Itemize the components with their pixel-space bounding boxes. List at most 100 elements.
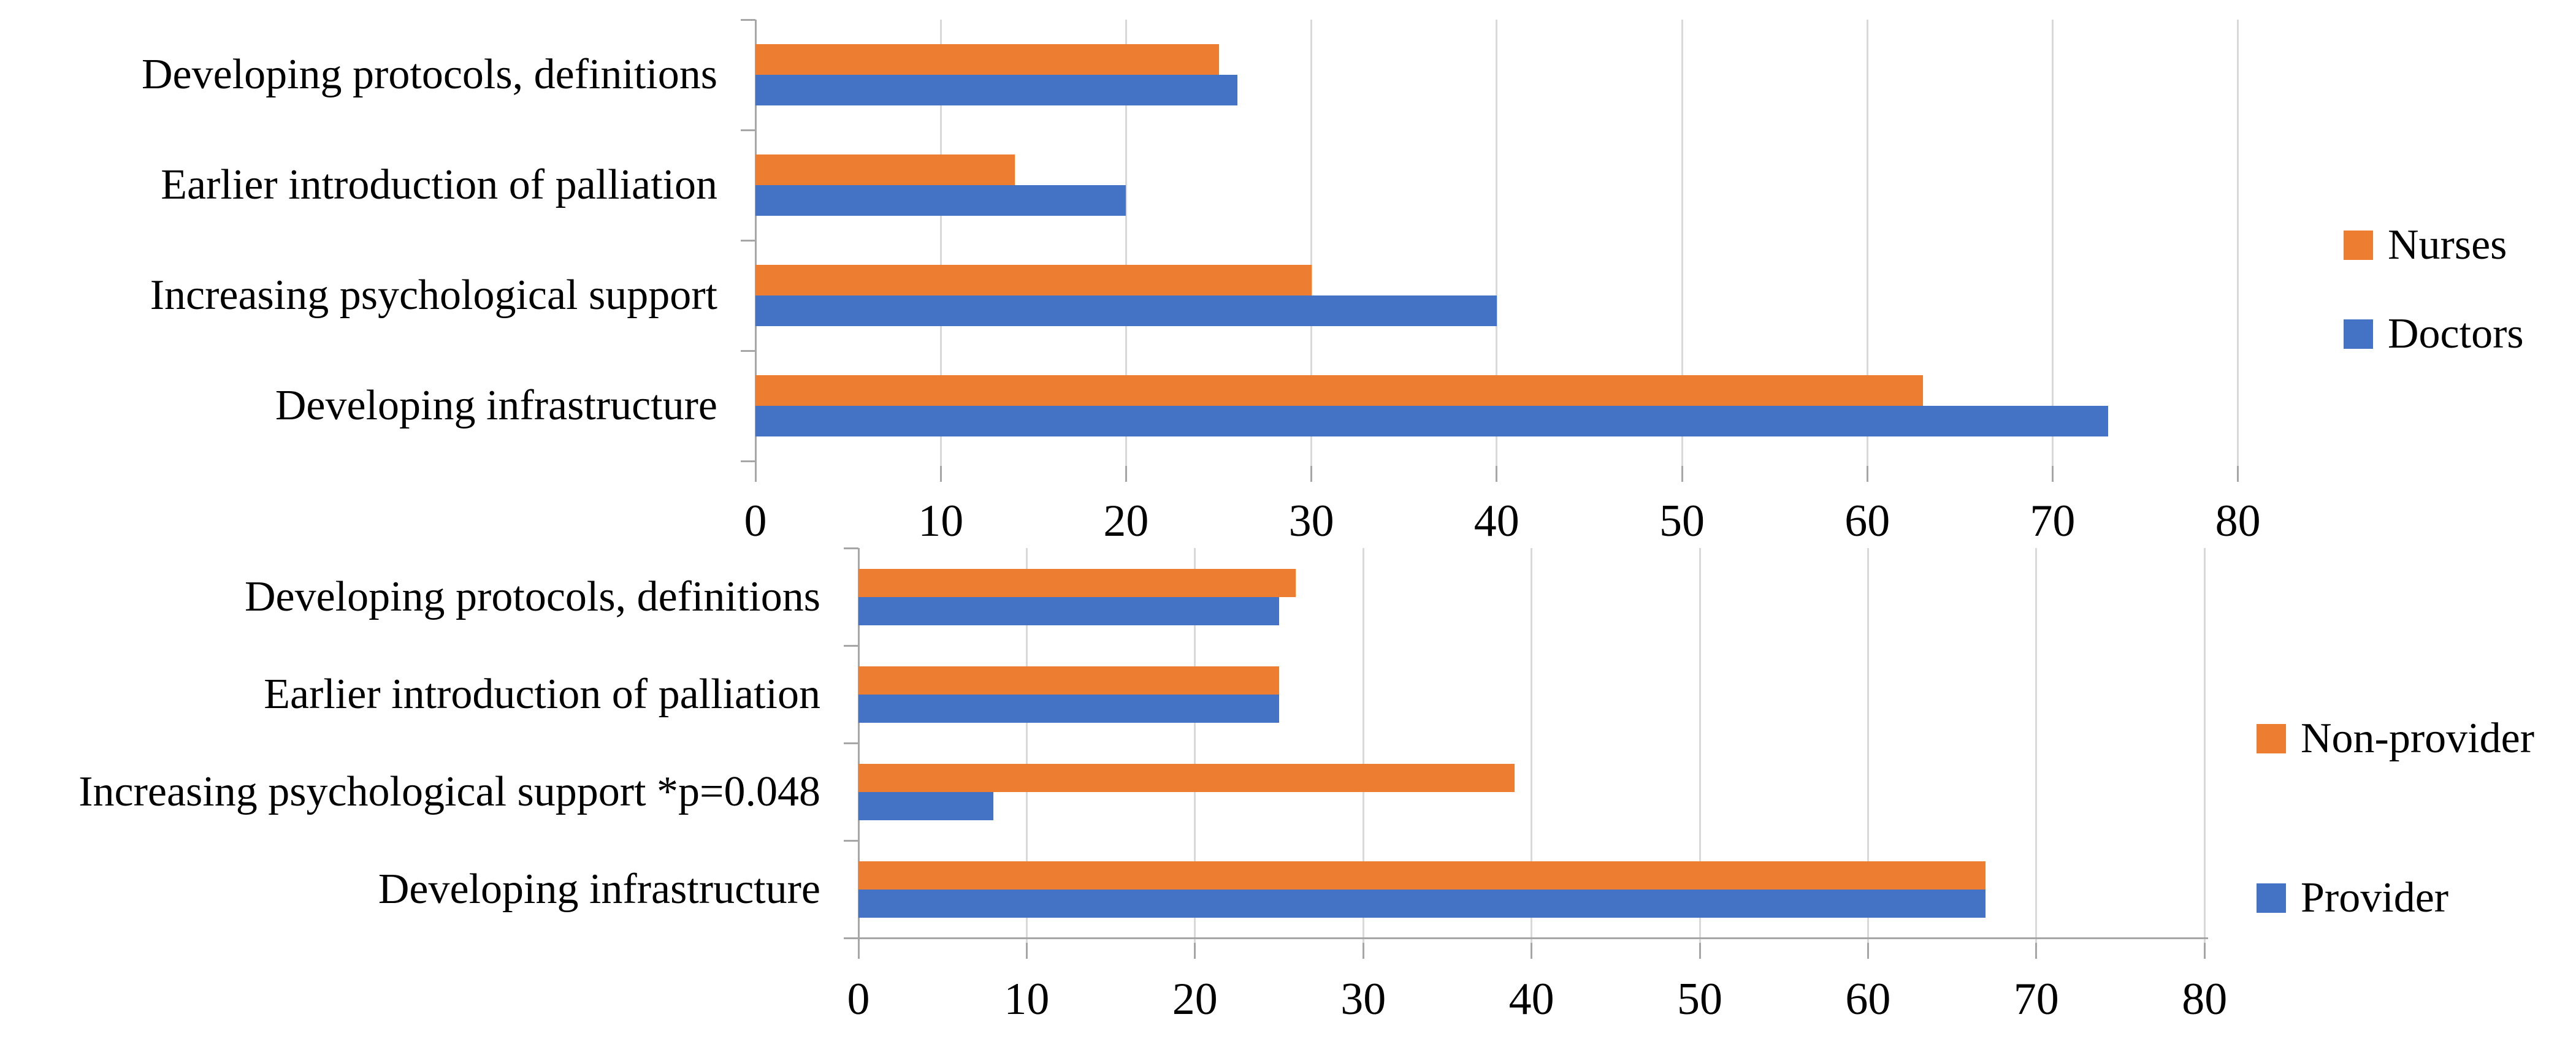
category-label: Earlier introduction of palliation [161,161,717,208]
bar-doctors [755,406,2109,436]
x-axis-tick [1681,466,1683,482]
x-tick-label: 60 [1844,496,1890,546]
bar-nurses [755,154,1015,185]
x-tick-label: 70 [2013,974,2059,1024]
legend-item: Non-provider [2257,711,2534,766]
gridline [2035,548,2038,943]
legend-item: Doctors [2344,307,2524,362]
category-label: Increasing psychological support *p=0.04… [78,768,820,815]
legend-label: Doctors [2388,310,2524,357]
category-boundary-tick [844,644,858,647]
category-boundary-tick [741,129,755,131]
category-label: Developing protocols, definitions [141,51,717,98]
x-tick-label: 50 [1677,974,1722,1024]
category-label: Developing infrastructure [275,382,717,429]
x-axis-tick [1025,943,1028,959]
legend-label: Non-provider [2301,715,2535,762]
bar-provider [858,694,1279,723]
x-tick-label: 20 [1103,496,1149,546]
x-axis-tick [1496,466,1498,482]
legend-swatch-nurses [2344,231,2373,260]
category-label: Increasing psychological support [150,272,717,319]
category-boundary-tick [844,937,858,939]
y-axis-line [754,20,757,466]
gridline [2051,20,2054,466]
bar-doctors [755,75,1237,105]
bar-doctors [755,295,1497,326]
category-boundary-tick [844,839,858,842]
legend-label: Nurses [2388,221,2507,269]
x-axis-tick [1194,943,1196,959]
gridline [1681,20,1683,466]
x-axis-tick [1867,943,1869,959]
bar-doctors [755,185,1126,216]
x-axis-tick [1125,466,1127,482]
category-label: Developing protocols, definitions [244,573,820,620]
x-tick-label: 70 [2030,496,2076,546]
x-axis-tick [857,943,860,959]
gridline [1125,20,1127,466]
x-tick-label: 10 [918,496,964,546]
legend-swatch-doctors [2344,319,2373,349]
x-tick-label: 30 [1340,974,1386,1024]
x-axis-tick [754,466,757,482]
category-boundary-tick [844,547,858,549]
x-tick-label: 80 [2215,496,2261,546]
category-boundary-tick [741,18,755,21]
category-boundary-tick [741,349,755,352]
x-tick-label: 40 [1473,496,1519,546]
x-tick-label: 30 [1288,496,1334,546]
bar-provider [858,889,1986,918]
x-tick-label: 0 [847,974,870,1024]
category-label: Developing infrastructure [378,865,820,913]
x-axis-tick [1699,943,1701,959]
category-label: Earlier introduction of palliation [264,670,820,718]
gridline [2203,548,2206,943]
category-boundary-tick [844,742,858,744]
gridline [1867,548,1869,943]
x-axis-tick [2203,943,2206,959]
category-boundary-tick [741,460,755,462]
x-axis-tick [2035,943,2038,959]
gridline [939,20,942,466]
bar-non-provider [858,763,1515,792]
x-axis-tick [1310,466,1313,482]
gridline [1496,20,1498,466]
gridline [1310,20,1313,466]
legend-item: Nurses [2344,218,2507,273]
x-axis-tick [1866,466,1868,482]
bar-provider [858,596,1279,625]
x-tick-label: 50 [1659,496,1705,546]
legend-swatch-provider [2257,883,2286,913]
gridline [1531,548,1533,943]
bar-nurses [755,44,1219,75]
x-axis-tick [2051,466,2054,482]
x-axis-line [858,937,2209,939]
x-axis-tick [1362,943,1364,959]
bar-nurses [755,375,1923,406]
gridline [1866,20,1868,466]
gridline [2237,20,2239,466]
legend-item: Provider [2257,871,2448,926]
x-tick-label: 40 [1508,974,1554,1024]
x-axis-tick [939,466,942,482]
gridline [1362,548,1364,943]
x-axis-tick [1531,943,1533,959]
y-axis-line [857,548,860,943]
bar-provider [858,791,993,820]
x-tick-label: 80 [2182,974,2228,1024]
x-tick-label: 0 [744,496,767,546]
x-tick-label: 20 [1172,974,1218,1024]
bar-non-provider [858,568,1296,597]
gridline [1194,548,1196,943]
bar-non-provider [858,861,1986,890]
legend-label: Provider [2301,874,2449,921]
bar-nurses [755,265,1312,295]
x-axis-tick [2237,466,2239,482]
bar-non-provider [858,666,1279,695]
gridline [1699,548,1701,943]
x-tick-label: 10 [1004,974,1050,1024]
gridline [1025,548,1028,943]
category-boundary-tick [741,239,755,242]
